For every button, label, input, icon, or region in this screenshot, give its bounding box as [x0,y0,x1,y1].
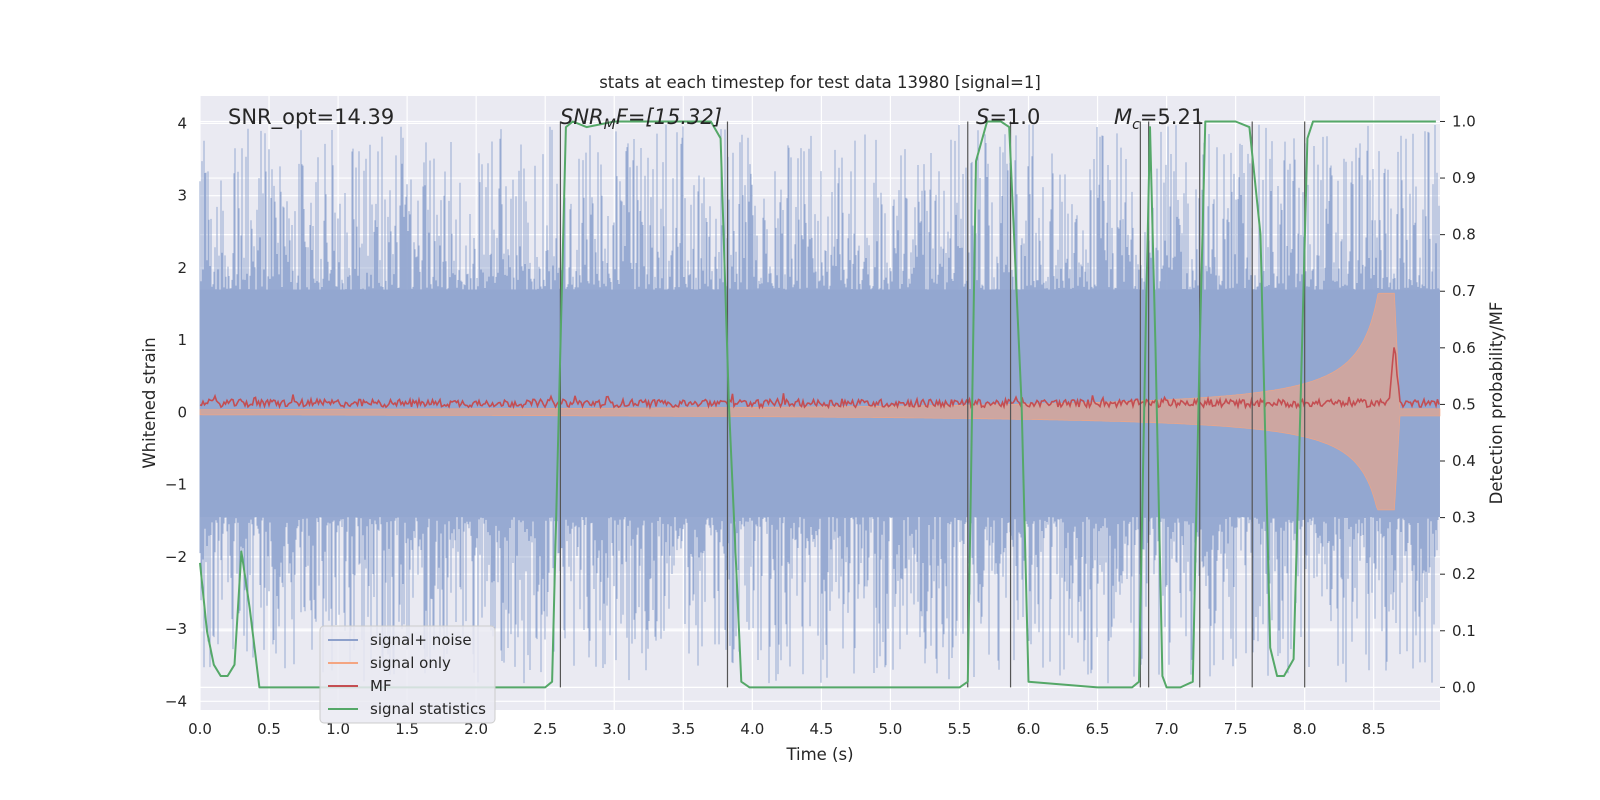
x-tick-labels: 0.0 0.5 1.0 1.5 2.0 2.5 3.0 3.5 4.0 4.5 5.0 5.5 6.0 6… [188,720,1386,738]
y-right-tick-label-3: 0.3 [1452,509,1476,527]
annotation-snr-opt: SNR_opt=14.39 [228,105,394,130]
y-axis-right-label: Detection probability/MF [1487,302,1506,505]
legend-label-signal-only: signal only [370,654,451,672]
y-left-tick-label-1: −3 [165,620,187,638]
x-tick-label-10: 5.0 [878,720,902,738]
annotation-mc: Mc=5.21 [1114,105,1204,133]
legend-label-signal-noise: signal+ noise [370,631,472,649]
x-tick-label-0: 0.0 [188,720,212,738]
y-left-tick-label-6: 2 [177,259,187,277]
y-left-tick-labels: −4 −3 −2 −1 0 1 2 3 4 [165,114,187,710]
x-tick-label-15: 7.5 [1224,720,1248,738]
signal-only-series [199,292,1441,511]
mf-line [199,347,1440,410]
legend-label-mf: MF [370,677,392,695]
signal-only-envelope [199,292,1441,511]
y-left-tick-label-2: −2 [165,548,187,566]
y-right-tick-labels: 0.0 0.1 0.2 0.3 0.4 0.5 0.6 0.7 0.8 0.9 1.0 [1440,112,1476,696]
x-tick-label-11: 5.5 [948,720,972,738]
x-tick-label-14: 7.0 [1155,720,1179,738]
x-tick-label-7: 3.5 [671,720,695,738]
y-left-tick-label-3: −1 [165,476,187,494]
x-tick-label-13: 6.5 [1086,720,1110,738]
x-tick-label-6: 3.0 [602,720,626,738]
x-axis-label: Time (s) [785,745,853,764]
x-tick-label-3: 1.5 [395,720,419,738]
x-tick-label-2: 1.0 [326,720,350,738]
legend: signal+ noise signal only MF signal stat… [319,625,496,724]
legend-label-signal-statistics: signal statistics [370,700,486,718]
y-right-tick-label-10: 1.0 [1452,112,1476,130]
x-tick-label-4: 2.0 [464,720,488,738]
y-right-tick-label-4: 0.4 [1452,452,1476,470]
x-tick-label-17: 8.5 [1362,720,1386,738]
legend-box [319,625,496,724]
annotation-s: S=1.0 [976,105,1040,129]
y-right-tick-label-1: 0.1 [1452,622,1476,640]
chart-title: stats at each timestep for test data 139… [599,73,1041,92]
y-left-tick-label-7: 3 [177,187,187,205]
x-tick-label-12: 6.0 [1017,720,1041,738]
y-axis-left-label: Whitened strain [140,337,159,468]
x-tick-label-9: 4.5 [809,720,833,738]
y-left-tick-label-8: 4 [177,114,187,132]
y-right-tick-label-2: 0.2 [1452,565,1476,583]
y-right-tick-label-8: 0.8 [1452,226,1476,244]
y-right-tick-label-0: 0.0 [1452,678,1476,696]
y-right-tick-label-5: 0.5 [1452,395,1476,413]
annotation-snr-mf: SNRMF=[15.32] [560,105,722,133]
mf-series [199,347,1440,410]
y-left-tick-label-5: 1 [177,331,187,349]
x-tick-label-16: 8.0 [1293,720,1317,738]
y-right-tick-label-6: 0.6 [1452,339,1476,357]
x-tick-label-1: 0.5 [257,720,281,738]
y-right-tick-label-7: 0.7 [1452,282,1476,300]
x-tick-label-8: 4.0 [740,720,764,738]
y-left-tick-label-0: −4 [165,692,187,710]
y-left-tick-label-4: 0 [177,403,187,421]
x-tick-label-5: 2.5 [533,720,557,738]
y-right-tick-label-9: 0.9 [1452,169,1476,187]
